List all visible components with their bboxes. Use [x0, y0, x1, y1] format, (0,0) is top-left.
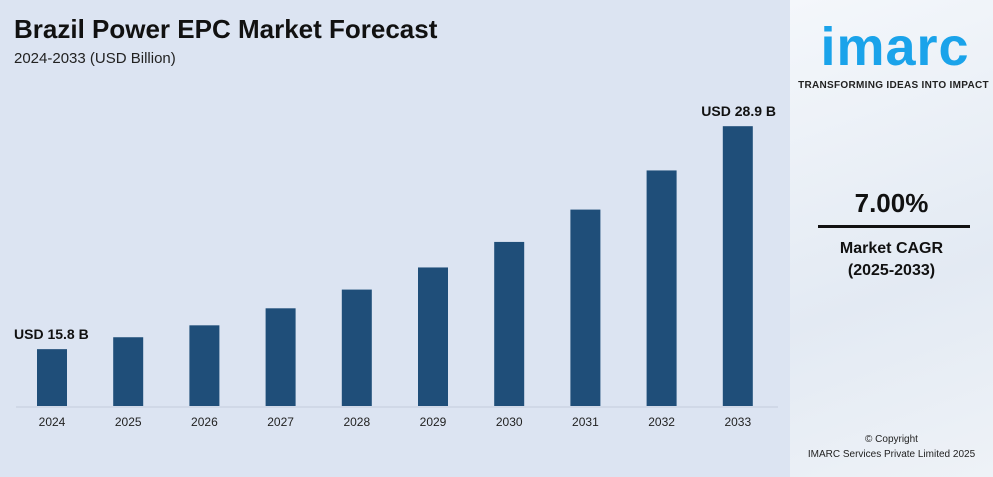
- imarc-logo: imarc: [820, 17, 970, 77]
- data-label: USD 28.9 B: [701, 103, 776, 119]
- bar-chart: 2024 USD 15.8 B 2025 2026 2027 2028 2029 2030 20…: [14, 103, 778, 429]
- bar-2029: [418, 267, 448, 406]
- chart-subtitle: 2024-2033 (USD Billion): [14, 50, 176, 67]
- x-tick-label: 2030: [496, 415, 523, 429]
- bar-2026: [189, 325, 220, 406]
- brand-tagline: TRANSFORMING IDEAS INTO IMPACT: [798, 80, 989, 91]
- copyright: © Copyright IMARC Services Private Limite…: [790, 432, 993, 462]
- x-tick-label: 2029: [420, 415, 447, 429]
- bar-2027: [265, 308, 296, 406]
- x-tick-label: 2025: [115, 415, 142, 429]
- x-tick-label: 2027: [267, 415, 294, 429]
- x-tick-label: 2031: [572, 415, 599, 429]
- bar-2032: [646, 170, 677, 406]
- copyright-company: IMARC Services Private Limited 2025: [807, 449, 976, 460]
- x-tick-label: 2026: [191, 415, 218, 429]
- divider: [818, 225, 970, 228]
- bar-2031: [570, 209, 601, 406]
- cagr-period: (2025-2033): [847, 262, 936, 279]
- bar-2024: [37, 349, 67, 406]
- x-tick-label: 2032: [648, 415, 675, 429]
- cagr-value: 7.00%: [854, 188, 929, 218]
- x-tick-label: 2033: [724, 415, 751, 429]
- x-tick-label: 2024: [39, 415, 66, 429]
- bar-2033: [722, 126, 753, 407]
- side-panel: [790, 0, 993, 477]
- bar-2030: [494, 241, 525, 406]
- cagr-label-text: Market CAGR: [839, 240, 944, 257]
- cagr-label: Market CAGR (2025-2033): [790, 238, 993, 282]
- bar-2025: [113, 337, 144, 406]
- chart-title: Brazil Power EPC Market Forecast: [14, 14, 438, 44]
- x-tick-label: 2028: [343, 415, 370, 429]
- copyright-line: © Copyright: [865, 434, 918, 445]
- data-label: USD 15.8 B: [14, 326, 89, 342]
- bar-2028: [341, 289, 372, 406]
